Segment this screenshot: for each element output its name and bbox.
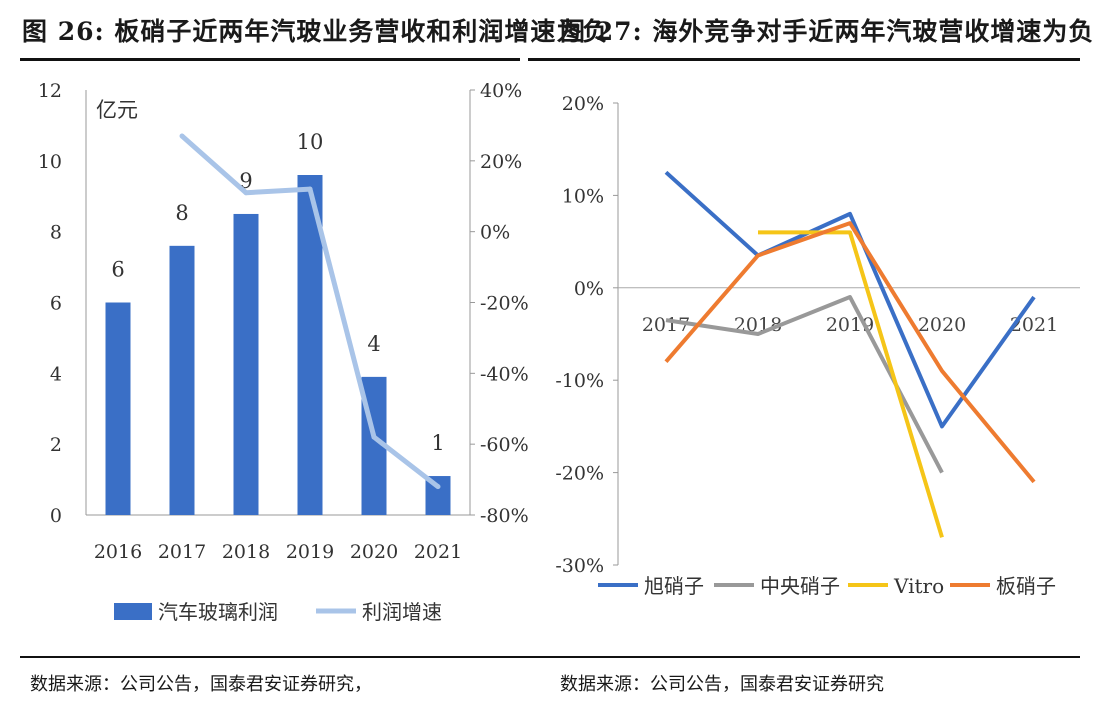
growth-point (435, 484, 441, 490)
y-axis-tick-label: -10% (555, 370, 604, 392)
bar (233, 213, 259, 516)
x-tick-label: 2016 (94, 541, 142, 563)
growth-point (243, 190, 249, 196)
x-tick-label: 2017 (642, 314, 690, 336)
legend-bar-swatch (114, 603, 152, 620)
x-tick-label: 2018 (222, 541, 270, 563)
right-axis-tick-label: -20% (480, 293, 529, 315)
source-rule (20, 656, 1080, 658)
left-axis-tick-label: 4 (50, 363, 62, 385)
legend-label-asahi: 旭硝子 (644, 574, 704, 598)
left-axis-tick-label: 0 (50, 505, 62, 527)
bar (169, 245, 195, 516)
left-axis-tick-label: 10 (38, 151, 62, 173)
growth-point (179, 133, 185, 139)
x-tick-label: 2017 (158, 541, 206, 563)
series-line-vitro (758, 230, 944, 538)
title-rule-left (20, 58, 520, 61)
y-axis-tick-label: -30% (555, 555, 604, 577)
series-line-asahi (664, 170, 1036, 429)
bar-data-label: 4 (367, 332, 380, 356)
legend-bar-label: 汽车玻璃利润 (158, 600, 278, 624)
figure-27-title: 图 27: 海外竞争对手近两年汽玻营收增速为负 (560, 17, 1094, 46)
left-axis-tick-label: 2 (50, 434, 62, 456)
bar-data-label: 10 (297, 130, 324, 154)
right-axis-tick-label: 20% (480, 151, 522, 173)
x-tick-label: 2021 (414, 541, 462, 563)
right-axis-tick-label: 40% (480, 80, 522, 102)
bar-data-label: 1 (431, 431, 444, 455)
bar (297, 175, 323, 515)
bar-data-label: 6 (111, 258, 124, 282)
left-axis-tick-label: 12 (38, 80, 62, 102)
right-axis-tick-label: -60% (480, 434, 529, 456)
right-axis-tick-label: -80% (480, 505, 529, 527)
legend-label-central: 中央硝子 (760, 574, 840, 598)
y-axis-tick-label: 20% (562, 93, 604, 115)
bar (105, 302, 131, 515)
growth-point (371, 434, 377, 440)
right-axis-tick-label: -40% (480, 363, 529, 385)
unit-label: 亿元 (96, 98, 138, 122)
y-axis-tick-label: 10% (562, 185, 604, 207)
x-tick-label: 2020 (918, 314, 966, 336)
figure-26-title: 图 26: 板硝子近两年汽玻业务营收和利润增速为负 (22, 17, 609, 46)
bar-data-label: 8 (175, 201, 188, 225)
left-axis-tick-label: 6 (50, 293, 62, 315)
growth-point (307, 186, 313, 192)
legend-label-nsg: 板硝子 (996, 574, 1056, 598)
source-note-left: 数据来源：公司公告，国泰君安证券研究， (30, 674, 372, 695)
x-tick-label: 2021 (1010, 314, 1058, 336)
series-line-central (665, 295, 944, 474)
y-axis-tick-label: 0% (574, 278, 604, 300)
series-line-nsg (664, 221, 1036, 484)
title-rule-right (528, 58, 1080, 61)
legend-line-label: 利润增速 (362, 600, 442, 624)
y-axis-tick-label: -20% (555, 463, 604, 485)
right-axis-tick-label: 0% (480, 222, 510, 244)
legend-label-vitro: Vitro (893, 574, 944, 598)
x-tick-label: 2020 (350, 541, 398, 563)
source-note-right: 数据来源：公司公告，国泰君安证券研究 (560, 674, 884, 695)
x-tick-label: 2019 (286, 541, 334, 563)
left-axis-tick-label: 8 (50, 222, 62, 244)
